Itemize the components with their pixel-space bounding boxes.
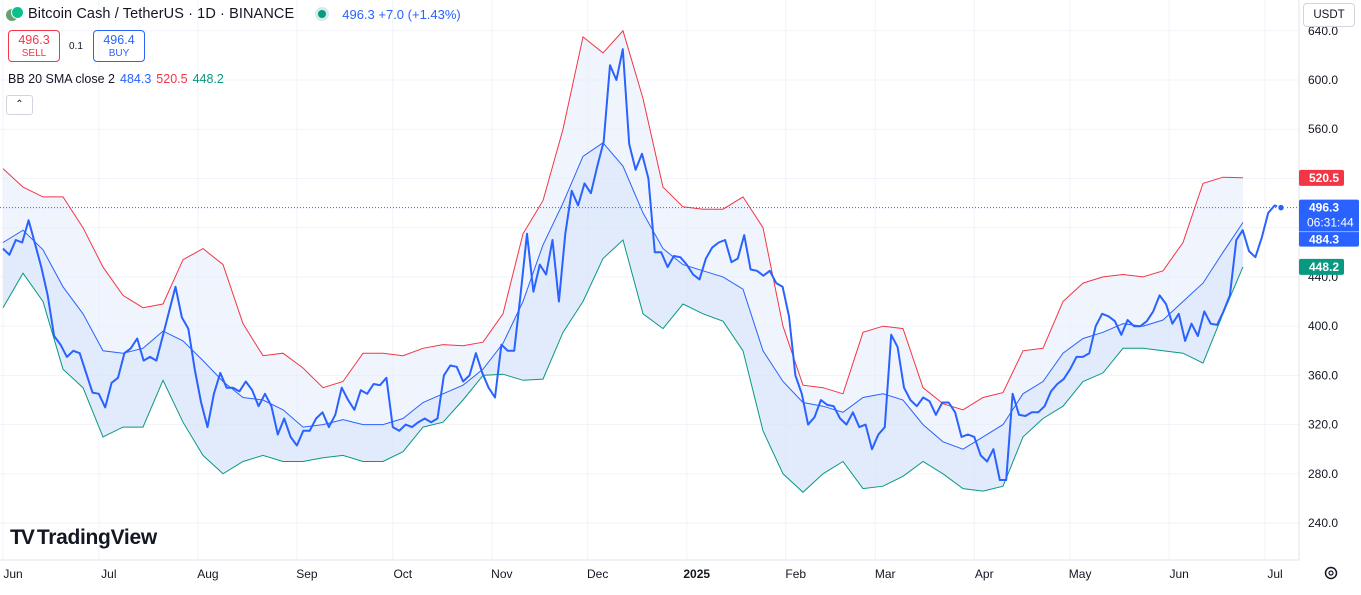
price-tick-label: 280.0	[1308, 467, 1338, 481]
last-price-dot	[1276, 203, 1286, 212]
price-change: 496.3 +7.0 (+1.43%)	[342, 6, 461, 22]
indicator-lower-value: 448.2	[192, 72, 224, 86]
price-tick-label: 600.0	[1308, 73, 1338, 87]
chevron-up-icon: ⌃	[15, 99, 24, 110]
time-tick-label: Jul	[101, 567, 116, 581]
time-tick-label: Sep	[296, 567, 318, 581]
time-axis[interactable]: Jun Jul Aug Sep Oct Nov Dec 2025 Feb Mar Apr May Jun…	[3, 567, 1282, 581]
price-tick-label: 240.0	[1308, 516, 1338, 530]
symbol-title[interactable]: Bitcoin Cash / TetherUS · 1D · BINANCE	[28, 6, 295, 22]
chart-header: Bitcoin Cash / TetherUS · 1D · BINANCE 4…	[6, 4, 461, 24]
indicator-legend[interactable]: BB 20 SMA close 2 484.3 520.5 448.2	[8, 72, 224, 86]
tradingview-logo-text: TradingView	[36, 526, 157, 549]
price-axis[interactable]: 240.0280.0320.0360.0400.0440.0480.0520.0…	[1308, 24, 1338, 530]
time-tick-label: 2025	[683, 567, 710, 581]
price-tick-label: 360.0	[1308, 368, 1338, 382]
tradingview-logo-icon: TV	[10, 526, 35, 549]
upper-band-label	[1299, 169, 1344, 186]
currency-button[interactable]: USDT	[1303, 3, 1355, 27]
time-tick-label: Aug	[197, 567, 218, 581]
price-tick-label: 320.0	[1308, 418, 1338, 432]
time-tick-label: Jun	[1169, 567, 1188, 581]
bollinger-band-fill	[3, 30, 1243, 493]
lower-band-label	[1299, 258, 1344, 275]
time-tick-label: Apr	[975, 567, 994, 581]
lower-band-value: 448.2	[1309, 260, 1339, 274]
price-tick-label: 640.0	[1308, 24, 1338, 38]
time-tick-label: Nov	[491, 567, 512, 581]
bb-basis-line	[2, 142, 1244, 450]
tradingview-logo[interactable]: TV TradingView	[10, 526, 157, 550]
indicator-basis-value: 484.3	[120, 72, 152, 86]
indicator-upper-value: 520.5	[156, 72, 188, 86]
last-price-label	[1299, 199, 1359, 247]
market-open-status-icon	[318, 10, 327, 18]
buy-button[interactable]: 496.4 BUY	[93, 30, 145, 62]
time-tick-label: Oct	[393, 567, 412, 581]
upper-band-value: 520.5	[1309, 171, 1339, 185]
bb-lower-line	[2, 239, 1244, 493]
time-tick-label: Mar	[875, 567, 896, 581]
time-tick-label: May	[1069, 567, 1092, 581]
sell-label: SELL	[21, 48, 47, 59]
spread-value: 0.1	[69, 41, 83, 52]
price-axis-labels: 520.5 496.3 06:31:44 484.3 448.2	[1299, 169, 1359, 275]
bitcoin-cash-icon	[6, 6, 24, 22]
collapse-legend-button[interactable]: ⌃	[6, 95, 33, 115]
basis-value: 484.3	[1309, 233, 1339, 247]
band-basis-fill	[3, 142, 1243, 493]
price-tick-label: 560.0	[1308, 122, 1338, 136]
sell-price: 496.3	[18, 33, 50, 47]
time-tick-label: Jun	[3, 567, 22, 581]
time-tick-label: Jul	[1267, 567, 1282, 581]
price-line	[2, 48, 1282, 481]
time-tick-label: Feb	[785, 567, 806, 581]
price-tick-label: 400.0	[1308, 319, 1338, 333]
buy-label: BUY	[108, 48, 130, 59]
bb-upper-line	[2, 29, 1244, 411]
indicator-name: BB 20 SMA close 2	[8, 72, 116, 86]
buy-price: 496.4	[103, 33, 135, 47]
last-price-value: 496.3	[1309, 201, 1339, 215]
bar-countdown: 06:31:44	[1307, 216, 1354, 230]
time-tick-label: Dec	[587, 567, 608, 581]
sell-button[interactable]: 496.3 SELL	[8, 30, 60, 62]
settings-gear-icon[interactable]	[1324, 566, 1338, 580]
